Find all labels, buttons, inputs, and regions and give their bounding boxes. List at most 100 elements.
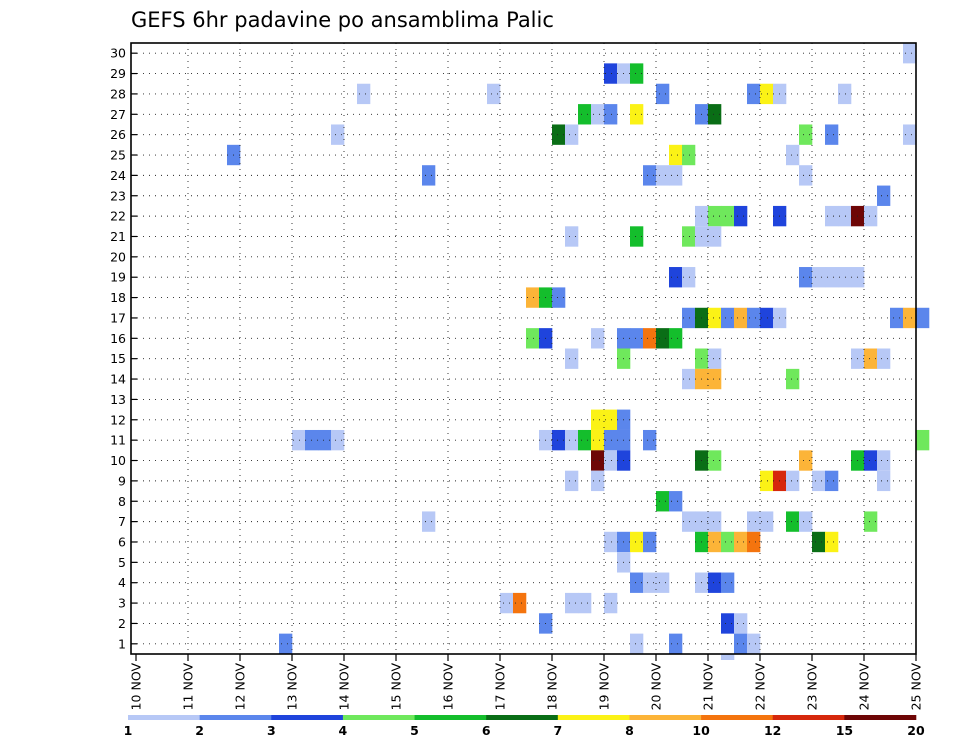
colorbar-swatch: [629, 715, 702, 720]
precip-cell: [669, 165, 683, 186]
precip-cell: [682, 511, 696, 532]
precip-cell: [682, 144, 696, 166]
precip-cell: [604, 63, 618, 84]
precip-cell: [721, 205, 735, 227]
y-tick-label: 10: [110, 453, 126, 468]
precip-cell: [591, 450, 605, 471]
y-tick-label: 2: [118, 616, 126, 631]
precip-cell: [747, 511, 761, 532]
precip-cell: [630, 104, 644, 125]
precip-cell: [799, 450, 813, 471]
precip-cell: [578, 104, 592, 125]
precip-cell: [669, 633, 683, 654]
precip-cell: [513, 592, 527, 614]
precip-cell: [669, 267, 683, 288]
x-tick-label: 13 NOV: [285, 663, 300, 711]
precip-cell: [604, 450, 618, 471]
precip-cell: [604, 592, 618, 614]
colorbar-label: 4: [339, 723, 348, 738]
precip-cell: [656, 491, 670, 512]
colorbar-label: 5: [410, 723, 419, 738]
colorbar-label: 10: [692, 723, 710, 738]
precip-cell: [422, 511, 436, 532]
precip-cell: [734, 633, 748, 654]
precip-cell: [812, 531, 826, 553]
x-tick-label: 21 NOV: [701, 663, 716, 711]
precip-cell: [760, 83, 774, 105]
precip-cell: [760, 470, 774, 492]
y-tick-label: 16: [110, 331, 126, 346]
precip-cell: [916, 307, 930, 329]
precip-cell: [890, 307, 904, 329]
precip-cell: [565, 226, 579, 247]
precip-cell: [552, 287, 566, 308]
precip-cell: [864, 348, 878, 369]
precip-cell: [708, 572, 722, 593]
y-tick-label: 28: [110, 86, 126, 101]
precip-cell: [721, 613, 735, 634]
precip-cell: [318, 429, 332, 451]
precip-cell: [838, 83, 852, 105]
precip-cell: [903, 124, 917, 145]
precip-cell: [734, 531, 748, 553]
precip-cell: [721, 572, 735, 593]
precip-cell: [825, 124, 839, 145]
colorbar: 1 2 3 4 5 6 7 8 10 12 15 20: [124, 715, 925, 738]
colorbar-label: 15: [836, 723, 853, 738]
colorbar-label: 7: [553, 723, 562, 738]
precip-cell: [825, 531, 839, 553]
grid-lines: [131, 43, 916, 654]
precip-cell: [747, 531, 761, 553]
precip-cell: [656, 165, 670, 186]
precip-cell: [877, 348, 891, 369]
x-tick-label: 11 NOV: [181, 663, 196, 711]
y-tick-label: 26: [110, 127, 126, 142]
x-tick-label: 24 NOV: [857, 663, 872, 711]
precip-cell: [630, 572, 644, 593]
y-tick-label: 18: [110, 290, 126, 305]
precipitation-cells: [227, 43, 930, 660]
x-tick-label: 17 NOV: [493, 663, 508, 711]
precip-cell: [708, 205, 722, 227]
precip-cell: [669, 491, 683, 512]
y-tick-label: 5: [118, 555, 126, 570]
colorbar-label: 8: [625, 723, 634, 738]
precip-cell: [903, 43, 917, 64]
precip-cell: [747, 83, 761, 105]
precip-cell: [604, 409, 618, 430]
precip-cell: [708, 450, 722, 471]
precip-cell: [552, 124, 566, 145]
precip-cell: [604, 531, 618, 553]
y-tick-label: 19: [110, 270, 126, 285]
precip-cell: [786, 144, 800, 166]
precip-cell: [656, 83, 670, 105]
precip-cell: [682, 368, 696, 390]
precip-cell: [734, 613, 748, 634]
y-tick-label: 20: [110, 249, 126, 264]
colorbar-swatch: [199, 715, 272, 720]
precip-cell: [786, 470, 800, 492]
chart-title: GEFS 6hr padavine po ansamblima Palic: [131, 8, 554, 32]
colorbar-swatch: [128, 715, 200, 720]
precip-cell: [799, 511, 813, 532]
y-tick-label: 4: [118, 575, 126, 590]
y-tick-label: 14: [110, 372, 126, 387]
precip-cell: [630, 633, 644, 654]
precip-cell: [708, 226, 722, 247]
precip-cell: [578, 592, 592, 614]
precip-cell: [825, 267, 839, 288]
precip-cell: [916, 429, 930, 451]
precip-cell: [331, 429, 345, 451]
colorbar-swatch: [701, 715, 774, 720]
y-tick-label: 12: [110, 412, 126, 427]
y-tick-label: 22: [110, 209, 126, 224]
colorbar-swatch: [486, 715, 559, 720]
precip-cell: [708, 368, 722, 390]
x-tick-label: 19 NOV: [597, 663, 612, 711]
y-tick-label: 24: [110, 168, 126, 183]
precip-cell: [565, 470, 579, 492]
y-tick-label: 8: [118, 494, 126, 509]
x-tick-label: 20 NOV: [649, 663, 664, 711]
x-tick-label: 22 NOV: [753, 663, 768, 711]
plot-frame: [130, 42, 917, 655]
